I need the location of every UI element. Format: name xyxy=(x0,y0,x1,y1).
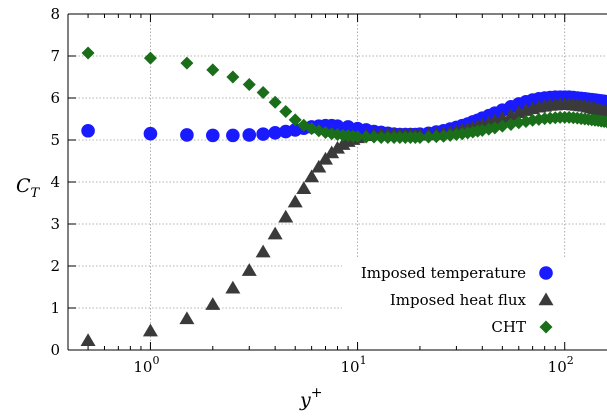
legend-label: CHT xyxy=(491,318,526,336)
y-tick-label: 4 xyxy=(50,173,60,191)
series-3-point xyxy=(288,113,302,127)
series-3-point xyxy=(600,115,607,129)
series-2-point xyxy=(80,333,96,347)
series-3-point xyxy=(359,130,373,144)
legend-marker xyxy=(538,292,554,306)
series-3-point xyxy=(367,130,381,144)
legend-marker xyxy=(539,320,553,334)
series-3-point xyxy=(256,86,270,100)
series-3-point xyxy=(242,78,256,92)
x-tick-label: 100 xyxy=(133,354,159,376)
series-3-point xyxy=(226,70,240,84)
y-axis-label-base: C xyxy=(16,175,31,197)
series-3-points xyxy=(81,46,607,144)
x-tick-label-exponent: 1 xyxy=(360,354,367,367)
series-2-point xyxy=(241,263,257,276)
series-2-point xyxy=(599,104,607,118)
series-1-point xyxy=(205,128,220,143)
series-3-point xyxy=(495,119,509,133)
series-2-point xyxy=(278,209,294,223)
series-3-point xyxy=(429,130,443,144)
series-2-point xyxy=(304,169,320,183)
legend: Imposed temperature Imposed heat flux CHT xyxy=(342,258,566,342)
series-1-point xyxy=(256,127,270,141)
series-2-point xyxy=(311,159,327,173)
series-1-point xyxy=(226,128,240,143)
legend-label: Imposed temperature xyxy=(361,264,526,282)
series-3-point xyxy=(206,63,220,77)
series-3-point xyxy=(422,130,436,144)
legend-marker xyxy=(539,266,553,280)
series-3-point xyxy=(268,95,282,109)
series-2-point xyxy=(225,280,241,294)
legend-background xyxy=(342,258,566,342)
y-tick-label: 0 xyxy=(50,341,60,359)
series-3-point xyxy=(279,104,293,118)
y-tick-label: 3 xyxy=(50,215,60,233)
series-3-point xyxy=(81,46,95,60)
x-axis-label-superscript: + xyxy=(311,385,323,401)
series-1-point xyxy=(143,126,158,141)
y-tick-label: 6 xyxy=(50,89,60,107)
x-tick-label-base: 10 xyxy=(548,358,567,376)
x-tick-label-base: 10 xyxy=(341,358,360,376)
series-3-point xyxy=(180,56,194,70)
series-3-point xyxy=(143,51,157,65)
series-3-point xyxy=(351,130,365,144)
series-2-point xyxy=(255,244,271,258)
y-tick-label: 1 xyxy=(50,299,60,317)
y-tick-label: 7 xyxy=(50,47,60,65)
series-3-point xyxy=(413,130,427,144)
series-2-point xyxy=(287,194,303,208)
chart-marks xyxy=(80,46,607,347)
series-1-point xyxy=(268,126,282,140)
x-tick-label: 101 xyxy=(341,354,367,376)
series-1-point xyxy=(180,128,194,142)
x-axis-label-base: y xyxy=(299,389,311,411)
x-axis-label: y+ xyxy=(299,385,322,411)
y-axis-label: CT xyxy=(16,175,41,201)
series-2-point xyxy=(296,181,312,194)
legend-label: Imposed heat flux xyxy=(390,291,527,309)
series-2-point xyxy=(205,297,221,310)
y-tick-label: 2 xyxy=(50,257,60,275)
series-1-point xyxy=(81,123,95,138)
x-tick-label-exponent: 2 xyxy=(567,354,574,367)
series-1-point xyxy=(242,128,257,142)
series-2-point xyxy=(267,226,283,240)
x-tick-label-exponent: 0 xyxy=(152,354,159,367)
y-tick-label: 5 xyxy=(50,131,60,149)
x-tick-label-base: 10 xyxy=(133,358,152,376)
y-tick-label: 8 xyxy=(50,5,60,23)
series-1-point xyxy=(330,119,345,133)
series-2-point xyxy=(142,323,158,337)
y-axis-label-subscript: T xyxy=(31,186,41,201)
series-2-point xyxy=(179,311,195,325)
x-tick-label: 102 xyxy=(548,354,574,376)
series-3-point xyxy=(374,130,388,144)
